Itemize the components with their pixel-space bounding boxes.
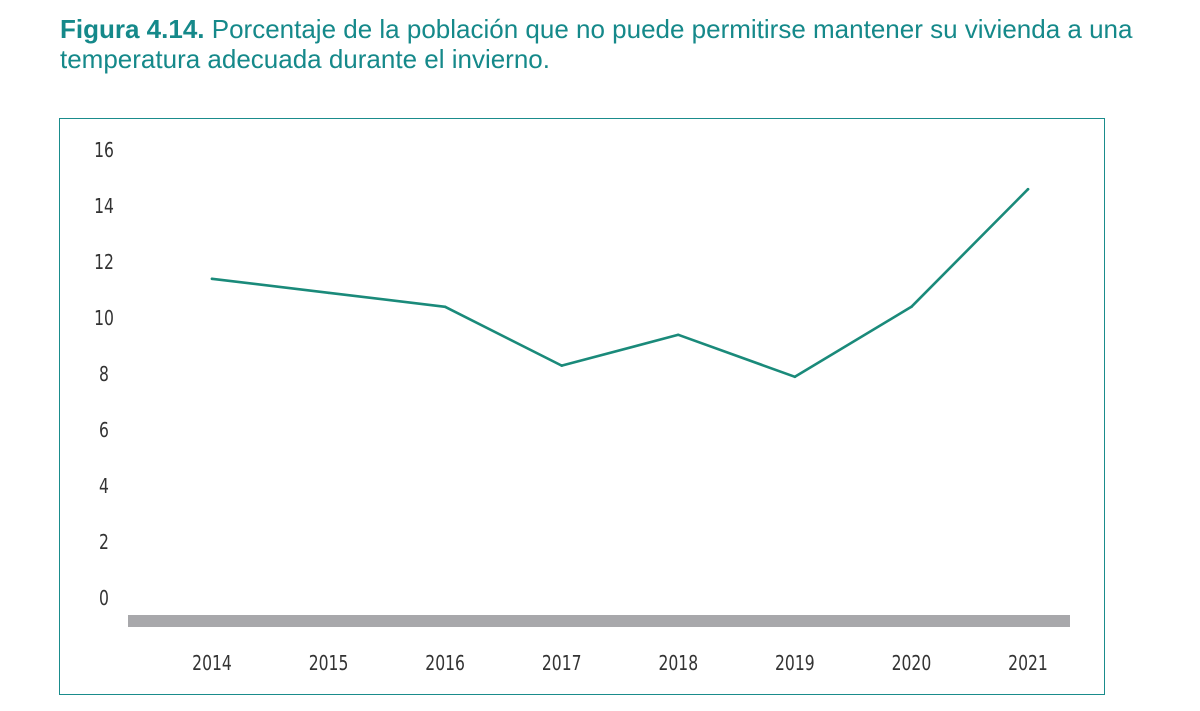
y-tick-label: 10 [94, 307, 114, 330]
series-group [210, 187, 1030, 379]
y-tick-label: 16 [94, 139, 114, 162]
x-tick-label: 2018 [658, 652, 698, 675]
series-line [210, 187, 1030, 379]
data-point [443, 305, 447, 309]
x-tick-label: 2015 [309, 652, 349, 675]
y-tick-label: 2 [99, 531, 109, 554]
data-point [210, 277, 214, 281]
y-tick-label: 4 [99, 475, 109, 498]
y-axis: 0 2 4 6 8 10 12 14 16 [94, 139, 114, 610]
x-axis-baseline [128, 615, 1070, 627]
x-tick-label: 2017 [542, 652, 582, 675]
data-point [793, 375, 797, 379]
x-axis: 2014 2015 2016 2017 2018 2019 2020 2021 [192, 652, 1048, 675]
data-point [1026, 187, 1030, 191]
data-point [327, 291, 330, 295]
x-tick-label: 2021 [1008, 652, 1048, 675]
x-tick-label: 2014 [192, 652, 232, 675]
y-tick-label: 12 [94, 251, 114, 274]
figure-label: Figura 4.14. [60, 14, 205, 44]
data-point [676, 333, 680, 337]
figure-title: Porcentaje de la población que no puede … [60, 14, 1133, 74]
y-tick-label: 8 [99, 363, 109, 386]
chart-frame [59, 118, 1105, 695]
x-tick-label: 2016 [425, 652, 465, 675]
data-point [560, 364, 564, 367]
y-tick-label: 14 [94, 195, 114, 218]
y-tick-label: 0 [99, 587, 109, 610]
data-point [910, 305, 913, 309]
y-tick-label: 6 [99, 419, 109, 442]
figure-caption: Figura 4.14. Porcentaje de la población … [60, 14, 1140, 74]
x-tick-label: 2019 [775, 652, 815, 675]
x-tick-label: 2020 [892, 652, 932, 675]
